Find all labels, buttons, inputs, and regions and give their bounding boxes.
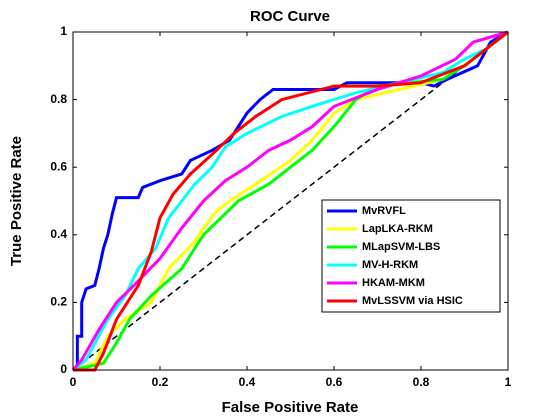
x-tick-label: 0.6 — [326, 375, 343, 389]
legend-label: LapLKA-RKM — [362, 223, 433, 235]
roc-line — [73, 30, 509, 372]
x-tick-label: 1 — [505, 375, 512, 389]
legend-box — [321, 199, 501, 313]
chart-title: ROC Curve — [250, 8, 330, 25]
roc-line — [71, 30, 509, 371]
y-tick-label: 1 — [60, 24, 67, 38]
x-tick-label: 0.4 — [239, 375, 256, 389]
y-tick-label: 0.6 — [50, 159, 67, 173]
legend-label: MLapSVM-LBS — [362, 241, 440, 253]
x-axis-label: False Positive Rate — [222, 399, 359, 416]
y-tick-label: 0 — [60, 362, 67, 376]
y-tick-label: 0.8 — [50, 92, 67, 106]
roc-line — [72, 30, 509, 372]
legend-label: MV-H-RKM — [362, 259, 418, 271]
x-tick-label: 0 — [70, 375, 77, 389]
y-tick-label: 0.4 — [50, 227, 67, 241]
plot-frame — [72, 31, 509, 371]
legend-label: MvRVFL — [362, 205, 406, 217]
x-tick-label: 0.2 — [152, 375, 169, 389]
roc-line — [72, 30, 509, 372]
legend-label: MvLSSVM via HSIC — [362, 295, 463, 307]
y-axis-label: True Positive Rate — [8, 136, 25, 266]
legend-label: HKAM-MKM — [362, 277, 425, 289]
chance-line — [72, 31, 509, 371]
x-tick-label: 0.8 — [413, 375, 430, 389]
y-tick-label: 0.2 — [50, 295, 67, 309]
